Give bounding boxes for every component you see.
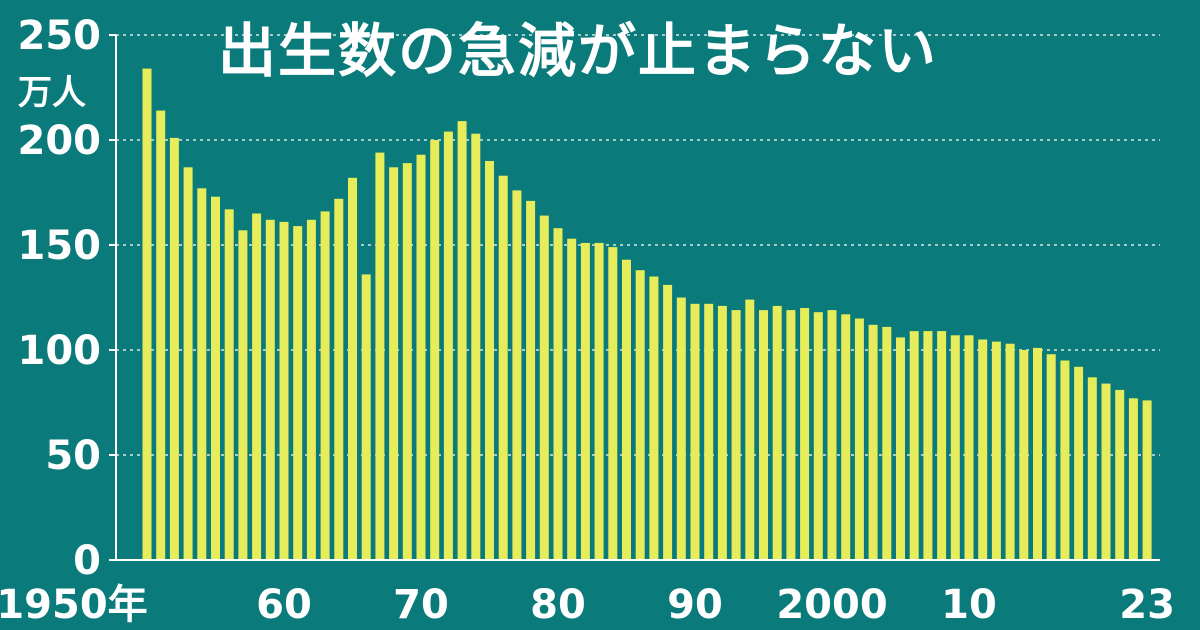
- bar-1978: [526, 200, 536, 560]
- bar-2018: [1074, 366, 1084, 560]
- bar-1988: [663, 284, 673, 560]
- chart-title: 出生数の急減が止まらない: [218, 17, 939, 85]
- bar-2013: [1005, 343, 1015, 560]
- y-tick-label: 250: [18, 13, 102, 59]
- bar-1972: [443, 131, 453, 560]
- bar-1979: [539, 215, 549, 560]
- bar-1980: [553, 228, 563, 560]
- bar-1958: [252, 213, 262, 560]
- x-tick-label: 60: [256, 582, 312, 628]
- bar-2001: [841, 314, 851, 560]
- x-tick-label: 70: [393, 582, 449, 628]
- bar-2014: [1019, 350, 1029, 560]
- x-tick-label: 1950年: [0, 582, 148, 628]
- y-tick-label: 0: [73, 538, 101, 584]
- bar-1984: [608, 247, 618, 560]
- bar-2009: [950, 335, 960, 560]
- bar-1965: [348, 177, 357, 561]
- y-tick-label: 100: [18, 328, 102, 374]
- bar-1969: [402, 163, 412, 560]
- x-tick-label: 10: [941, 582, 997, 628]
- bar-1966: [361, 274, 371, 560]
- bar-1995: [759, 310, 768, 560]
- bar-1999: [813, 312, 823, 560]
- bar-1952: [169, 137, 179, 560]
- y-axis-unit: 万人: [18, 73, 86, 113]
- y-tick-label: 200: [18, 118, 102, 164]
- bar-1963: [320, 211, 330, 560]
- bar-1998: [800, 308, 810, 560]
- bar-1976: [498, 175, 508, 560]
- bar-1981: [567, 238, 577, 560]
- bar-2008: [937, 331, 947, 560]
- bar-2007: [923, 331, 933, 560]
- bar-1960: [279, 221, 289, 560]
- bar-1986: [635, 270, 645, 560]
- bar-2023: [1142, 400, 1152, 560]
- bar-1989: [676, 297, 686, 560]
- x-tick-label: 23: [1119, 582, 1175, 628]
- bar-2003: [868, 324, 878, 560]
- bar-2020: [1101, 383, 1111, 560]
- bar-1985: [622, 259, 631, 560]
- x-tick-label: 2000: [776, 582, 887, 628]
- bar-1975: [485, 161, 494, 560]
- bar-1956: [224, 209, 234, 561]
- bar-1990: [690, 303, 700, 560]
- bar-2002: [854, 318, 864, 560]
- bar-2004: [882, 326, 892, 560]
- bar-1992: [717, 305, 727, 560]
- bar-2022: [1128, 398, 1138, 560]
- bar-1950: [142, 68, 152, 560]
- bar-1971: [430, 140, 440, 560]
- x-tick-label: 80: [530, 582, 586, 628]
- bar-2005: [896, 337, 905, 560]
- bar-2017: [1060, 360, 1070, 560]
- bar-1991: [704, 303, 714, 560]
- bar-2019: [1087, 377, 1097, 560]
- bar-1964: [334, 198, 344, 561]
- bar-1987: [649, 276, 659, 560]
- bar-1977: [512, 190, 522, 560]
- bar-1994: [745, 299, 755, 560]
- bar-1959: [265, 219, 275, 561]
- bar-2012: [991, 341, 1001, 560]
- bar-1997: [786, 310, 796, 560]
- bar-1961: [293, 226, 303, 560]
- bar-2011: [978, 339, 988, 560]
- bar-1993: [731, 310, 741, 560]
- bar-1953: [183, 167, 193, 561]
- bar-1954: [197, 188, 207, 561]
- bar-1982: [580, 242, 590, 560]
- bar-2000: [827, 310, 837, 560]
- bar-2021: [1115, 389, 1125, 560]
- y-tick-label: 50: [45, 433, 101, 479]
- y-tick-label: 150: [18, 223, 102, 269]
- bar-1951: [156, 110, 166, 560]
- bar-2006: [909, 331, 919, 560]
- bar-1996: [772, 305, 782, 560]
- x-tick-label: 90: [667, 582, 723, 628]
- bar-2016: [1046, 354, 1056, 560]
- bar-1967: [375, 152, 385, 560]
- bar-1974: [471, 133, 481, 560]
- bar-1957: [238, 230, 248, 561]
- bar-1968: [389, 167, 399, 561]
- bar-1983: [594, 242, 604, 560]
- bar-1962: [306, 219, 316, 561]
- bar-2010: [964, 335, 974, 560]
- bar-1955: [211, 196, 220, 560]
- bar-2015: [1033, 347, 1042, 560]
- bar-1973: [457, 121, 467, 560]
- bar-1970: [416, 154, 426, 560]
